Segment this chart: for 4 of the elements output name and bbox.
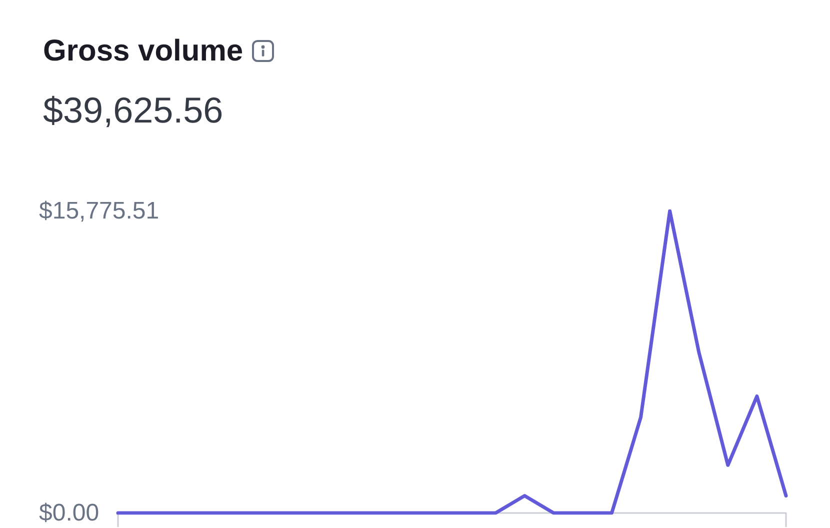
y-tick-label: $15,775.51 bbox=[39, 198, 160, 224]
chart-title: Gross volume bbox=[43, 34, 244, 68]
y-tick-label: $0.00 bbox=[39, 500, 100, 526]
chart-subtitle: $39,625.56 bbox=[43, 90, 224, 130]
